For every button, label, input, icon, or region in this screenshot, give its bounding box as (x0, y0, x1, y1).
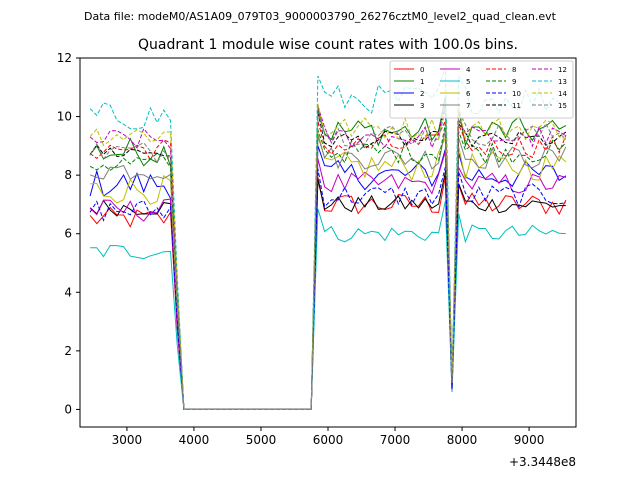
x-tick-label: 7000 (380, 433, 411, 447)
series-line-4 (89, 151, 567, 410)
series-line-11 (89, 105, 567, 410)
series-line-8 (89, 120, 567, 410)
legend-label-12: 12 (558, 66, 567, 74)
y-tick-label: 6 (64, 227, 72, 241)
legend-label-0: 0 (420, 66, 424, 74)
series-line-12 (89, 103, 567, 410)
legend-label-6: 6 (466, 90, 471, 98)
series-line-7 (89, 130, 567, 410)
chart-title: Quadrant 1 module wise count rates with … (138, 37, 518, 53)
y-tick-label: 10 (57, 110, 72, 124)
y-tick-label: 0 (64, 402, 72, 416)
y-tick-label: 4 (64, 285, 72, 299)
legend-label-11: 11 (512, 102, 521, 110)
legend-box (389, 60, 574, 119)
series-line-9 (89, 123, 567, 410)
y-tick-label: 12 (57, 51, 72, 65)
legend-label-14: 14 (558, 90, 567, 98)
y-tick-label: 8 (64, 168, 72, 182)
legend-label-2: 2 (420, 90, 424, 98)
series-lines (89, 67, 567, 410)
legend-label-4: 4 (466, 66, 471, 74)
series-line-0 (89, 177, 567, 410)
series-line-15 (89, 109, 567, 410)
series-line-14 (89, 101, 567, 410)
x-axis-offset-label: +3.3448e8 (509, 455, 576, 469)
x-tick-label: 4000 (179, 433, 210, 447)
x-tick-label: 9000 (514, 433, 545, 447)
legend-label-5: 5 (466, 78, 470, 86)
series-line-10 (89, 167, 566, 410)
series-line-3 (89, 172, 566, 410)
legend-label-15: 15 (558, 102, 567, 110)
series-line-5 (90, 201, 566, 410)
x-tick-label: 3000 (112, 433, 143, 447)
series-line-2 (89, 145, 567, 410)
legend-label-9: 9 (512, 78, 516, 86)
x-tick-label: 5000 (246, 433, 277, 447)
x-tick-label: 8000 (447, 433, 478, 447)
legend-label-10: 10 (512, 90, 521, 98)
legend-label-7: 7 (466, 102, 470, 110)
x-tick-label: 6000 (313, 433, 344, 447)
legend-label-13: 13 (558, 78, 567, 86)
legend-label-3: 3 (420, 102, 424, 110)
legend-label-8: 8 (512, 66, 516, 74)
chart-supertitle: Data file: modeM0/AS1A09_079T03_90000037… (84, 10, 557, 23)
y-axis: 0 2 4 6 8 10 12 (57, 51, 80, 416)
series-line-1 (89, 97, 567, 410)
x-axis: 3000 4000 5000 6000 7000 8000 9000 (112, 427, 545, 447)
y-tick-label: 2 (64, 344, 72, 358)
legend-label-1: 1 (420, 78, 424, 86)
series-line-6 (90, 132, 567, 410)
